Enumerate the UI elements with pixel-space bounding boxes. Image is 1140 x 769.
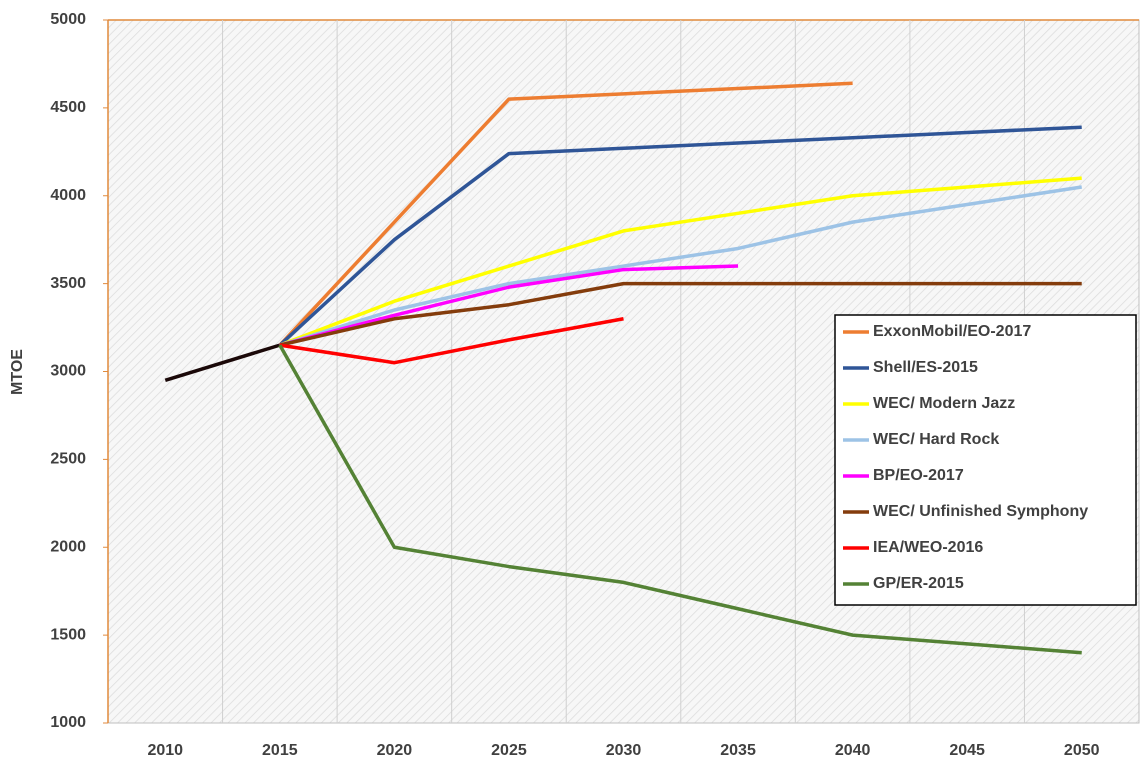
legend-label: IEA/WEO-2016	[873, 539, 983, 556]
legend-label: WEC/ Modern Jazz	[873, 395, 1015, 412]
y-axis-label: MTOE	[9, 349, 26, 395]
y-tick-label: 4000	[50, 187, 86, 204]
legend-box	[834, 314, 1137, 606]
legend-label: GP/ER-2015	[873, 575, 964, 592]
x-tick-label: 2045	[949, 742, 985, 759]
x-tick-label: 2040	[835, 742, 871, 759]
series-line	[278, 81, 853, 347]
x-tick-label: 2025	[491, 742, 527, 759]
y-tick-label: 1000	[50, 714, 86, 731]
y-tick-label: 2500	[50, 451, 86, 468]
x-tick-label: 2030	[606, 742, 642, 759]
series-line	[279, 281, 1082, 347]
legend-label: BP/EO-2017	[873, 467, 964, 484]
x-tick-label: 2010	[147, 742, 183, 759]
legend-label: Shell/ES-2015	[873, 359, 978, 376]
y-tick-label: 5000	[50, 11, 86, 28]
y-tick-label: 1500	[50, 626, 86, 643]
x-tick-label: 2020	[377, 742, 413, 759]
series-line	[279, 264, 739, 347]
series-line	[278, 344, 1082, 655]
y-tick-label: 4500	[50, 99, 86, 116]
series-line	[164, 343, 281, 382]
series-line	[278, 125, 1082, 347]
series-line	[279, 176, 1082, 347]
y-tick-label: 2000	[50, 538, 86, 555]
legend-label: ExxonMobil/EO-2017	[873, 323, 1031, 340]
x-tick-label: 2035	[720, 742, 756, 759]
legend-label: WEC/ Hard Rock	[873, 431, 999, 448]
y-tick-label: 3500	[50, 275, 86, 292]
legend-label: WEC/ Unfinished Symphony	[873, 503, 1088, 520]
series-line	[279, 317, 624, 365]
x-tick-label: 2015	[262, 742, 298, 759]
y-tick-label: 3000	[50, 363, 86, 380]
series-line	[279, 185, 1082, 347]
x-tick-label: 2050	[1064, 742, 1100, 759]
